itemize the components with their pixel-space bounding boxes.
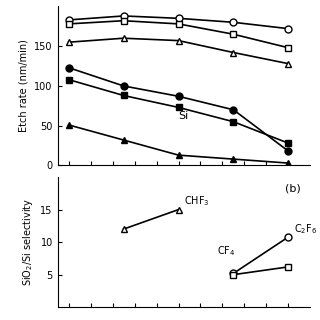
Y-axis label: Etch rate (nm/min): Etch rate (nm/min) xyxy=(19,39,29,132)
Text: (b): (b) xyxy=(284,184,300,194)
Text: C$_2$F$_6$: C$_2$F$_6$ xyxy=(294,222,317,236)
Text: CHF$_3$: CHF$_3$ xyxy=(184,194,210,208)
Text: Si: Si xyxy=(179,111,189,121)
Text: CF$_4$: CF$_4$ xyxy=(217,244,236,258)
Y-axis label: SiO$_2$/Si selectivity: SiO$_2$/Si selectivity xyxy=(21,198,35,286)
